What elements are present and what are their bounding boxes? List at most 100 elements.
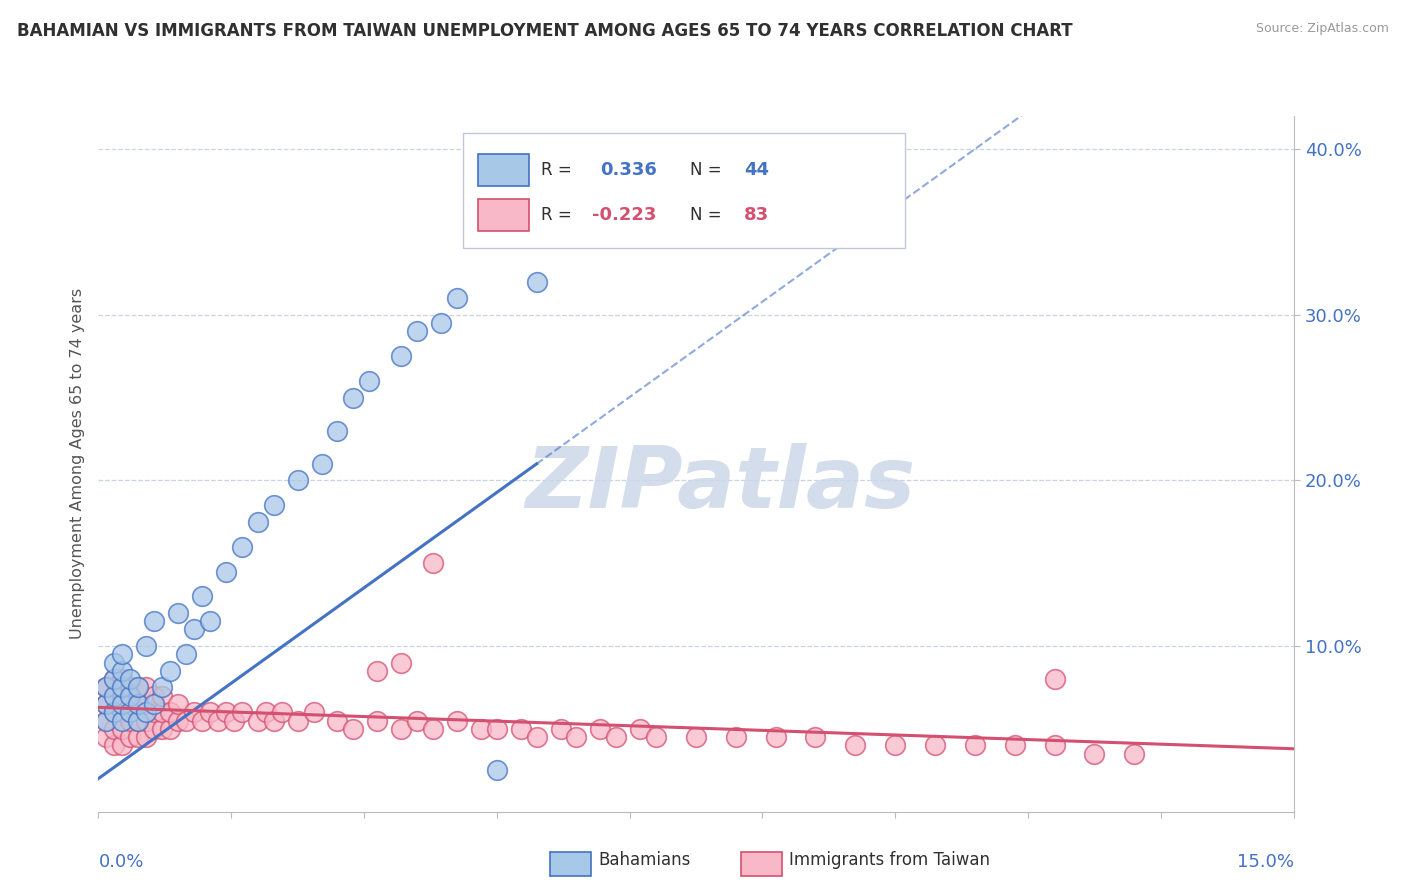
- Point: [111, 739, 134, 753]
- FancyBboxPatch shape: [463, 134, 905, 248]
- Point: [127, 697, 149, 711]
- Point: [254, 706, 277, 720]
- Point: [135, 730, 157, 744]
- Point: [446, 291, 468, 305]
- Point: [183, 623, 205, 637]
- Point: [183, 706, 205, 720]
- Text: R =: R =: [540, 161, 576, 179]
- Point: [120, 714, 142, 728]
- Point: [422, 556, 444, 570]
- Text: Immigrants from Taiwan: Immigrants from Taiwan: [789, 852, 990, 870]
- Text: Source: ZipAtlas.com: Source: ZipAtlas.com: [1256, 22, 1389, 36]
- Point: [389, 656, 412, 670]
- Point: [135, 714, 157, 728]
- Point: [111, 722, 134, 736]
- Point: [342, 391, 364, 405]
- Point: [135, 697, 157, 711]
- Point: [589, 722, 612, 736]
- Point: [326, 424, 349, 438]
- FancyBboxPatch shape: [478, 154, 529, 186]
- Point: [111, 664, 134, 678]
- Point: [724, 730, 747, 744]
- Point: [120, 697, 142, 711]
- Point: [685, 730, 707, 744]
- Point: [103, 689, 125, 703]
- Text: -0.223: -0.223: [592, 206, 657, 224]
- Text: 44: 44: [744, 161, 769, 179]
- Point: [311, 457, 333, 471]
- Point: [135, 639, 157, 653]
- Point: [120, 706, 142, 720]
- Point: [215, 565, 238, 579]
- Point: [326, 714, 349, 728]
- Point: [1043, 672, 1066, 686]
- Point: [222, 714, 245, 728]
- Point: [565, 730, 588, 744]
- Point: [924, 739, 946, 753]
- Point: [231, 540, 253, 554]
- Point: [1043, 739, 1066, 753]
- Text: N =: N =: [690, 161, 727, 179]
- Point: [167, 697, 190, 711]
- Point: [111, 697, 134, 711]
- Point: [470, 722, 492, 736]
- Point: [96, 697, 118, 711]
- Text: R =: R =: [540, 206, 576, 224]
- FancyBboxPatch shape: [478, 199, 529, 231]
- Point: [485, 722, 508, 736]
- Point: [485, 764, 508, 778]
- Point: [446, 714, 468, 728]
- Text: BAHAMIAN VS IMMIGRANTS FROM TAIWAN UNEMPLOYMENT AMONG AGES 65 TO 74 YEARS CORREL: BAHAMIAN VS IMMIGRANTS FROM TAIWAN UNEMP…: [17, 22, 1073, 40]
- Point: [96, 714, 118, 728]
- Point: [150, 681, 173, 695]
- Point: [127, 714, 149, 728]
- Point: [359, 374, 381, 388]
- Point: [270, 706, 292, 720]
- Point: [111, 689, 134, 703]
- Point: [406, 714, 429, 728]
- Point: [246, 714, 269, 728]
- Point: [605, 730, 627, 744]
- Point: [103, 672, 125, 686]
- Point: [150, 722, 173, 736]
- Point: [143, 722, 166, 736]
- FancyBboxPatch shape: [741, 852, 782, 876]
- Point: [143, 697, 166, 711]
- Point: [111, 672, 134, 686]
- Text: ZIPatlas: ZIPatlas: [524, 443, 915, 526]
- Point: [628, 722, 651, 736]
- Point: [366, 714, 388, 728]
- Point: [174, 648, 197, 662]
- Point: [96, 681, 118, 695]
- Y-axis label: Unemployment Among Ages 65 to 74 years: Unemployment Among Ages 65 to 74 years: [69, 288, 84, 640]
- Text: Bahamians: Bahamians: [598, 852, 690, 870]
- Point: [111, 706, 134, 720]
- Point: [207, 714, 229, 728]
- Point: [215, 706, 238, 720]
- Point: [198, 614, 221, 628]
- Point: [263, 714, 285, 728]
- Point: [191, 590, 214, 604]
- Point: [96, 730, 118, 744]
- Point: [804, 730, 827, 744]
- Point: [103, 706, 125, 720]
- Point: [302, 706, 325, 720]
- Point: [103, 722, 125, 736]
- Point: [231, 706, 253, 720]
- Point: [844, 739, 866, 753]
- Point: [159, 664, 181, 678]
- Point: [120, 689, 142, 703]
- Point: [96, 681, 118, 695]
- Point: [1123, 747, 1146, 761]
- Text: 15.0%: 15.0%: [1236, 854, 1294, 871]
- Point: [103, 706, 125, 720]
- Point: [127, 730, 149, 744]
- Point: [263, 498, 285, 512]
- Point: [550, 722, 572, 736]
- Text: 83: 83: [744, 206, 769, 224]
- Point: [246, 515, 269, 529]
- Point: [174, 714, 197, 728]
- Point: [111, 681, 134, 695]
- Point: [167, 606, 190, 620]
- Point: [198, 706, 221, 720]
